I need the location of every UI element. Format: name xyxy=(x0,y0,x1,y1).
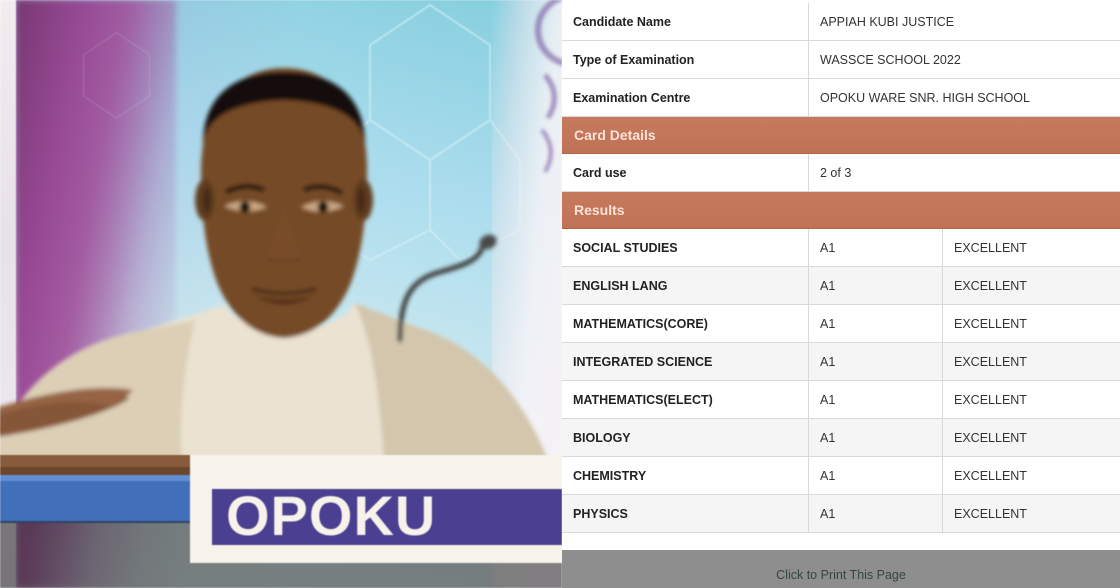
svg-text:OPOKU: OPOKU xyxy=(226,484,436,547)
